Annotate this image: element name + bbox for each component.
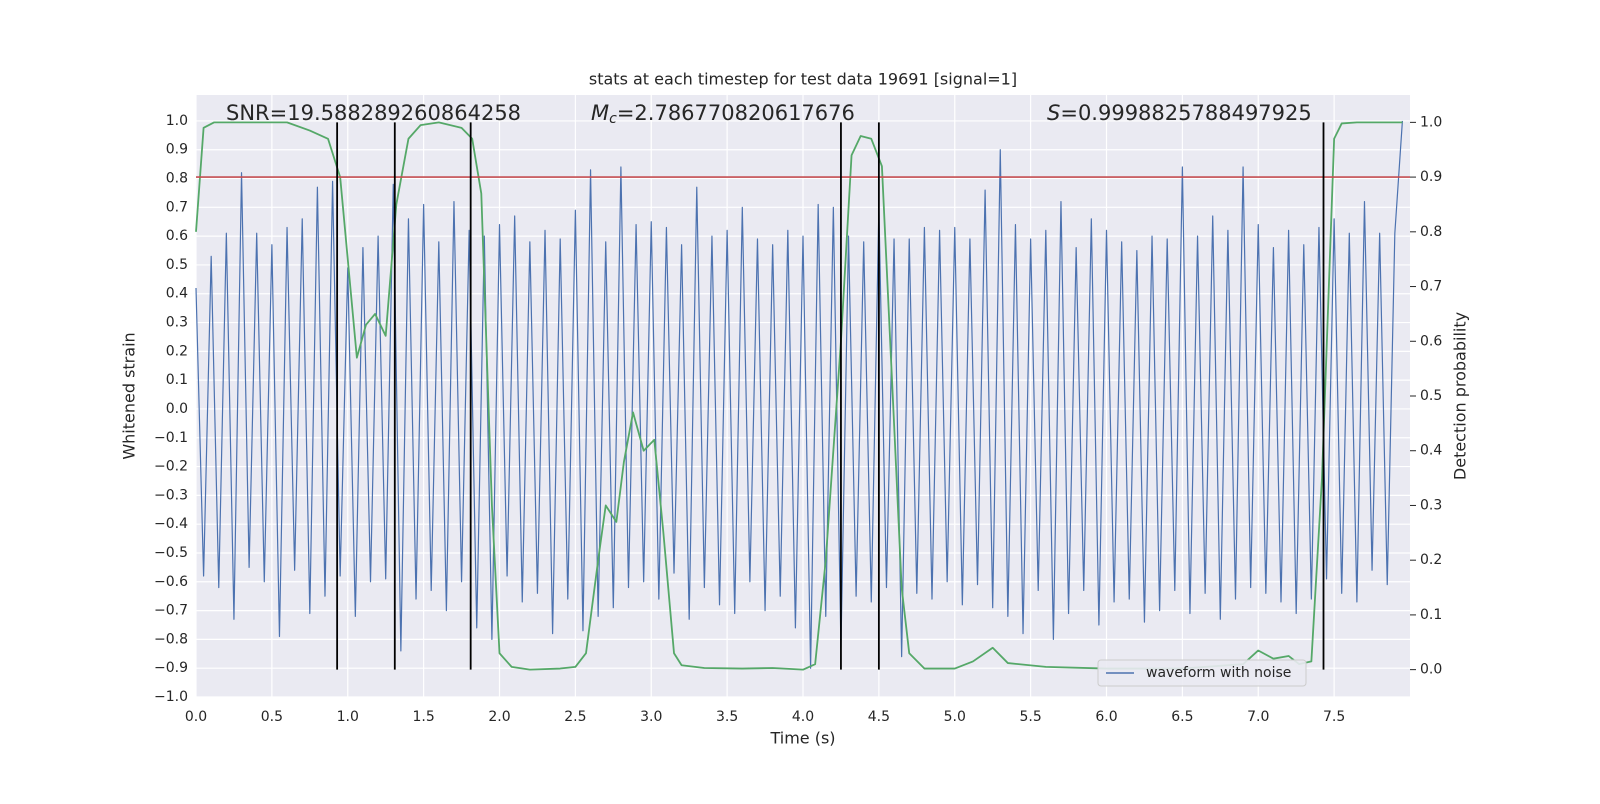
y2-tick-label: 0.0	[1420, 662, 1442, 678]
y-tick-label: 0.4	[166, 286, 188, 302]
y2-tick-label: 0.8	[1420, 224, 1442, 240]
y-tick-label: −0.6	[154, 574, 188, 590]
y2-tick-label: 0.3	[1420, 497, 1442, 513]
x-tick-label: 6.0	[1095, 709, 1117, 725]
annotation: SNR=19.588289260864258	[226, 101, 521, 125]
y2-tick-label: 1.0	[1420, 114, 1442, 130]
y-tick-label: 0.1	[166, 372, 188, 388]
y-tick-label: −0.7	[154, 603, 188, 619]
x-tick-label: 4.5	[868, 709, 890, 725]
y-tick-label: 0.9	[166, 142, 188, 158]
x-tick-label: 0.5	[261, 709, 283, 725]
y-tick-label: −0.3	[154, 487, 188, 503]
annotation-subscript: c	[609, 111, 617, 127]
legend-label: waveform with noise	[1146, 665, 1291, 681]
annotation-text: =0.9998825788497925	[1060, 101, 1311, 125]
x-tick-label: 4.0	[792, 709, 814, 725]
annotation: S=0.9998825788497925	[1047, 101, 1312, 125]
x-tick-label: 2.5	[564, 709, 586, 725]
chart-title: stats at each timestep for test data 196…	[589, 70, 1017, 89]
y-tick-label: −0.1	[154, 430, 188, 446]
y2-axis-label: Detection probability	[1451, 312, 1470, 480]
annotation-symbol: S	[1047, 101, 1060, 125]
y2-tick-label: 0.2	[1420, 552, 1442, 568]
annotation-text: =2.786770820617676	[617, 101, 855, 125]
y-tick-label: −0.9	[154, 660, 188, 676]
x-tick-label: 2.0	[488, 709, 510, 725]
y2-tick-label: 0.1	[1420, 607, 1442, 623]
series-line	[195, 120, 1404, 669]
y-axis-label: Whitened strain	[120, 332, 139, 459]
y-tick-label: 0.3	[166, 315, 188, 331]
y-tick-label: 0.0	[166, 401, 188, 417]
x-tick-label: 7.5	[1323, 709, 1345, 725]
x-axis-label: Time (s)	[769, 729, 835, 748]
y-tick-label: −0.8	[154, 631, 188, 647]
annotation: Mc=2.786770820617676	[591, 101, 855, 127]
y-tick-label: 0.8	[166, 171, 188, 187]
y-tick-label: 0.5	[166, 257, 188, 273]
x-tick-label: 3.5	[716, 709, 738, 725]
y-tick-label: 0.6	[166, 228, 188, 244]
y2-tick-label: 0.7	[1420, 279, 1442, 295]
legend: waveform with noise	[1097, 659, 1307, 687]
y-tick-label: −1.0	[154, 689, 188, 705]
x-tick-label: 5.5	[1019, 709, 1041, 725]
y-tick-label: 1.0	[166, 113, 188, 129]
legend-box	[1097, 659, 1307, 687]
annotation-symbol: M	[591, 101, 609, 125]
y2-tick-label: 0.4	[1420, 443, 1442, 459]
x-tick-label: 1.0	[337, 709, 359, 725]
x-tick-label: 7.0	[1247, 709, 1269, 725]
x-tick-label: 5.0	[944, 709, 966, 725]
y2-tick-label: 0.5	[1420, 388, 1442, 404]
y2-tick-label: 0.9	[1420, 169, 1442, 185]
y-tick-label: 0.2	[166, 343, 188, 359]
x-tick-label: 3.0	[640, 709, 662, 725]
y-tick-label: −0.4	[154, 516, 188, 532]
y-tick-label: −0.5	[154, 545, 188, 561]
y-tick-label: 0.7	[166, 199, 188, 215]
marks	[195, 120, 1410, 671]
x-tick-label: 1.5	[412, 709, 434, 725]
y-tick-label: −0.2	[154, 459, 188, 475]
labels: 0.0 0.5 1.0 1.5 2.0 2.5 3.0 3.5 4.0 4.5 5.0 5.5 6.0 6…	[154, 113, 1442, 725]
y2-tick-label: 0.6	[1420, 333, 1442, 349]
x-tick-label: 0.0	[185, 709, 207, 725]
x-tick-label: 6.5	[1171, 709, 1193, 725]
